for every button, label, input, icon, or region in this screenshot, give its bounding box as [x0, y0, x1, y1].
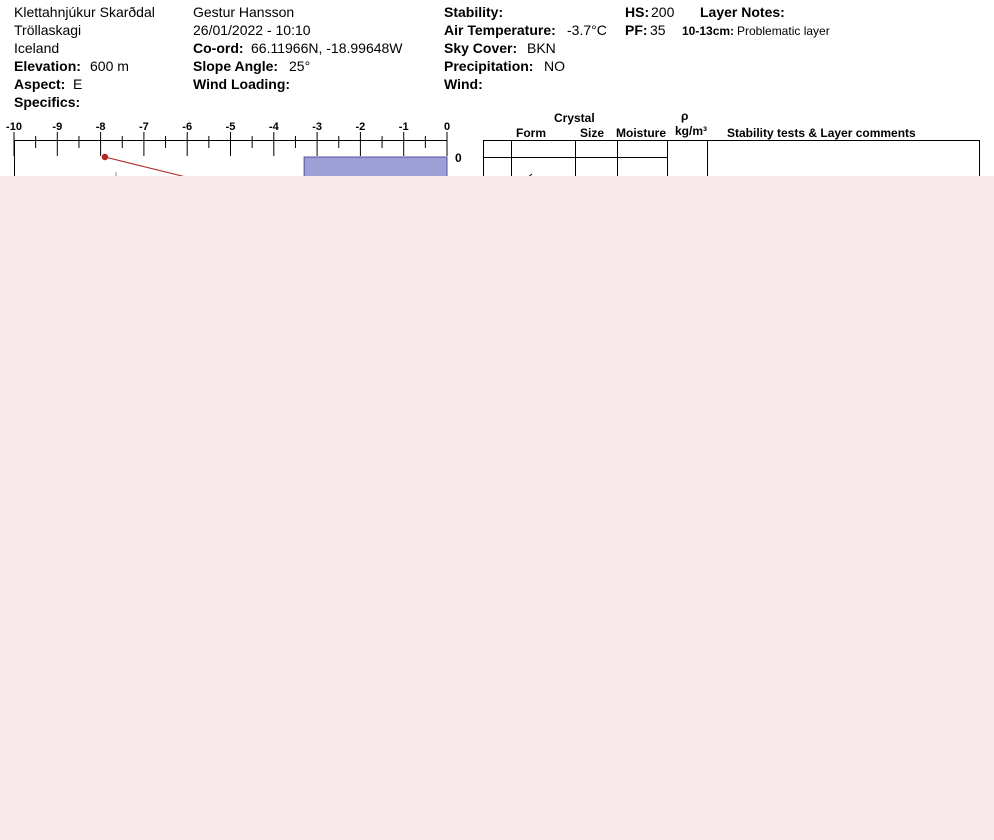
depth-zero-label: 0: [455, 151, 462, 165]
temperature-tick-label: -5: [226, 121, 236, 133]
form-header: Form: [516, 126, 546, 140]
precipitation-label: Precipitation:: [444, 58, 534, 74]
temperature-tick-label: -10: [6, 121, 22, 133]
hs-value: 200: [651, 4, 675, 20]
sky-cover-label: Sky Cover:: [444, 40, 518, 56]
temperature-tick-label: -7: [139, 121, 149, 133]
layer-note-range: 10-13cm:: [682, 24, 735, 38]
temperature-tick-label: -9: [52, 121, 62, 133]
aspect-value: E: [73, 76, 83, 92]
observation-datetime: 26/01/2022 - 10:10: [193, 22, 311, 38]
air-temperature-value: -3.7°C: [567, 22, 607, 38]
temperature-tick-label: 0: [444, 121, 450, 133]
sky-cover-value: BKN: [527, 40, 556, 56]
layer-notes-label: Layer Notes:: [700, 4, 785, 20]
crystal-header: Crystal: [554, 111, 595, 125]
temperature-tick-label: -2: [356, 121, 366, 133]
temperature-point: [101, 153, 109, 161]
slope-angle-value: 25°: [289, 58, 311, 74]
rho-header: ρ: [681, 109, 689, 123]
density-unit-header: kg/m³: [675, 124, 708, 138]
country-name: Iceland: [14, 40, 60, 56]
location-name: Klettahnjúkur Skarðdal: [14, 4, 155, 20]
loading-overlay: [0, 176, 994, 840]
temperature-axis: -10 -9 -8 -7 -6 -5 -4 -3 -2 -1 0: [6, 121, 450, 180]
size-header: Size: [580, 126, 605, 140]
coord-value: 66.11966N, -18.99648W: [251, 40, 403, 56]
pf-label: PF:: [625, 22, 648, 38]
observer-name: Gestur Hansson: [193, 4, 295, 20]
wind-label: Wind:: [444, 76, 483, 92]
coord-label: Co-ord:: [193, 40, 244, 56]
moisture-header: Moisture: [616, 126, 667, 140]
wind-loading-label: Wind Loading:: [193, 76, 291, 92]
temperature-tick-label: -4: [269, 121, 280, 133]
temperature-profile-line: [104, 156, 191, 179]
slope-angle-label: Slope Angle:: [193, 58, 279, 74]
aspect-label: Aspect:: [14, 76, 66, 92]
temperature-tick-label: -6: [182, 121, 192, 133]
air-temperature-label: Air Temperature:: [444, 22, 556, 38]
elevation-value: 600 m: [90, 58, 129, 74]
temperature-tick-label: -3: [312, 121, 322, 133]
layer-table-grid: [483, 140, 980, 180]
layer-note-text: Problematic layer: [737, 24, 830, 38]
hs-label: HS:: [625, 4, 650, 20]
temperature-tick-label: -1: [399, 121, 409, 133]
precipitation-value: NO: [544, 58, 565, 74]
temperature-profile: [101, 153, 191, 179]
stability-label: Stability:: [444, 4, 504, 20]
elevation-label: Elevation:: [14, 58, 81, 74]
pf-value: 35: [650, 22, 666, 38]
comments-header: Stability tests & Layer comments: [727, 126, 916, 140]
region-name: Tröllaskagi: [14, 22, 82, 38]
specifics-label: Specifics:: [14, 94, 81, 110]
temperature-tick-label: -8: [96, 121, 106, 133]
